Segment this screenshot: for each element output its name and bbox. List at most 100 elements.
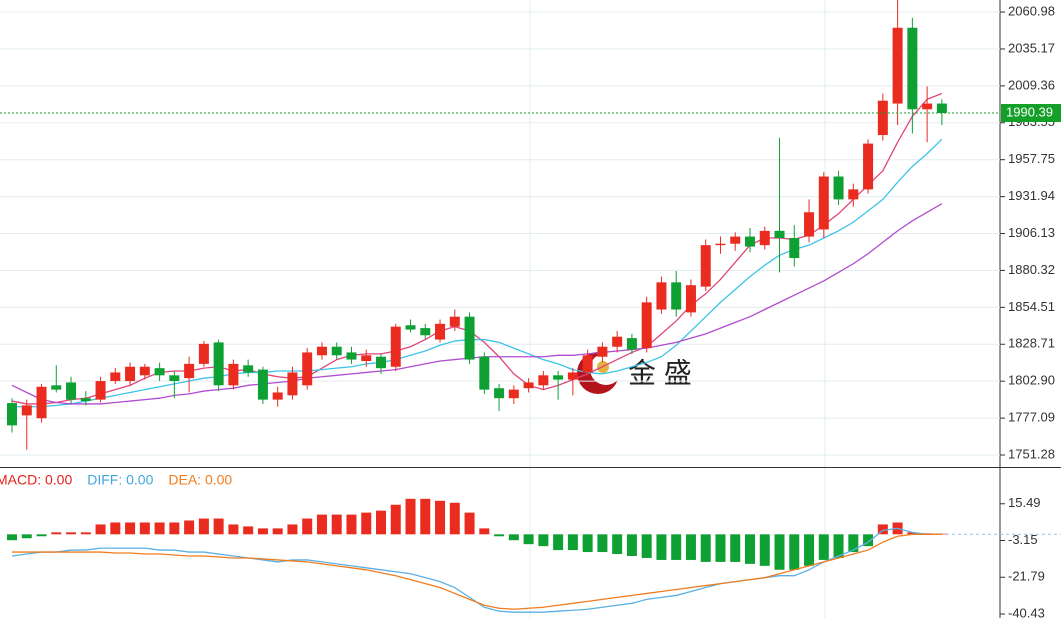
candle-body <box>774 230 785 239</box>
y-tick-label: 2060.98 <box>1008 3 1055 18</box>
y-tick-label: 2009.36 <box>1008 77 1055 92</box>
watermark: 金 盛 <box>577 352 692 394</box>
candle-body <box>700 245 711 287</box>
candle-body <box>420 328 431 336</box>
candle-body <box>405 325 416 330</box>
candle-body <box>125 366 136 382</box>
y-tick-label: -40.43 <box>1008 605 1045 618</box>
macd-bar <box>759 534 770 566</box>
candle-body <box>21 405 32 416</box>
candle-body <box>7 403 17 426</box>
candle-body <box>626 338 637 350</box>
candle-body <box>66 382 77 400</box>
candle-body <box>361 355 372 362</box>
candle-body <box>479 356 490 390</box>
macd-bar <box>538 534 549 547</box>
macd-bar <box>626 534 637 556</box>
candle-body <box>287 372 298 396</box>
macd-bar <box>818 534 829 560</box>
candle-body <box>184 363 195 379</box>
candle-body <box>907 27 918 110</box>
macd-bar <box>198 518 209 535</box>
candle-body <box>612 336 623 347</box>
y-tick-label: -3.15 <box>1008 532 1038 547</box>
y-tick-label: 15.49 <box>1008 495 1041 510</box>
macd-bar <box>21 534 32 539</box>
y-tick-label: 1854.51 <box>1008 299 1055 314</box>
ma-line <box>11 92 943 405</box>
macd-bar <box>863 534 874 547</box>
macd-bar <box>139 522 150 535</box>
y-tick-label: 1906.13 <box>1008 225 1055 240</box>
candle-body <box>198 343 209 364</box>
macd-bar <box>213 518 224 535</box>
macd-bar <box>774 534 785 570</box>
macd-bar <box>553 534 564 551</box>
ma-line <box>12 138 943 408</box>
candle-body <box>685 285 696 313</box>
macd-bar <box>316 514 327 535</box>
macd-bar <box>376 510 386 535</box>
candle-body <box>936 103 947 114</box>
macd-bar <box>243 526 254 535</box>
candle-body <box>110 372 121 382</box>
candle-body <box>892 27 903 104</box>
legend-item: MACD: 0.00 <box>0 472 72 488</box>
candle-body <box>272 392 283 400</box>
candle-body <box>346 352 357 360</box>
macd-bar <box>287 524 298 535</box>
macd-bar <box>715 534 726 562</box>
candle-body <box>494 388 505 399</box>
candle-body <box>641 302 652 349</box>
macd-bar <box>7 534 17 541</box>
candle-body <box>449 316 460 327</box>
macd-bar <box>110 522 121 535</box>
macd-bar <box>567 534 578 551</box>
candle-body <box>508 389 519 399</box>
candle-body <box>818 176 829 230</box>
candle-body <box>331 346 342 356</box>
macd-bar <box>671 534 682 560</box>
y-tick-label: 1880.32 <box>1008 262 1055 277</box>
candle-body <box>36 386 47 419</box>
candle-body <box>390 326 401 367</box>
macd-bar <box>508 534 519 541</box>
macd-bar <box>154 522 165 535</box>
candle-body <box>51 385 62 390</box>
macd-bar <box>228 524 239 535</box>
last-price-box <box>1001 104 1061 123</box>
ma-line <box>11 203 943 405</box>
candle-body <box>553 375 564 380</box>
candle-body <box>257 369 268 400</box>
macd-bar <box>346 514 357 535</box>
candle-body <box>848 189 859 200</box>
candle-body <box>833 176 844 200</box>
legend-item: DIFF: 0.00 <box>87 472 153 488</box>
y-tick-label: 1802.90 <box>1008 373 1055 388</box>
candle-body <box>863 143 874 190</box>
macd-bar <box>331 514 342 535</box>
macd-bar <box>494 534 505 537</box>
macd-bar <box>420 498 431 535</box>
candle-body <box>567 372 578 380</box>
candle-body <box>671 282 682 310</box>
legend-item: DEA: 0.00 <box>168 472 232 488</box>
macd-bar <box>745 534 755 564</box>
candle-body <box>154 368 165 376</box>
macd-bar <box>730 534 741 562</box>
candle-body <box>804 212 815 237</box>
candle-body <box>877 100 888 136</box>
candle-body <box>922 103 933 110</box>
candle-body <box>656 282 667 310</box>
macd-bar <box>907 532 918 535</box>
macd-bar <box>390 504 401 535</box>
candle-body <box>169 375 180 382</box>
candle-body <box>730 236 741 244</box>
candle-body <box>715 243 726 246</box>
macd-bar <box>449 502 460 535</box>
candle-body <box>464 316 475 360</box>
macd-bar <box>405 498 416 535</box>
macd-bar <box>612 534 623 555</box>
candle-body <box>302 352 313 386</box>
